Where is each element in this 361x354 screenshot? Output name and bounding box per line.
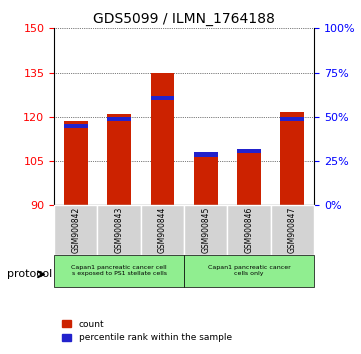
Text: protocol: protocol — [7, 269, 52, 279]
Bar — [107, 117, 131, 121]
Text: GSM900847: GSM900847 — [288, 207, 297, 253]
Bar — [237, 151, 261, 205]
Bar — [280, 113, 304, 205]
Text: Capan1 pancreatic cancer
cells only: Capan1 pancreatic cancer cells only — [208, 266, 291, 276]
Text: Capan1 pancreatic cancer cell
s exposed to PS1 stellate cells: Capan1 pancreatic cancer cell s exposed … — [71, 266, 167, 276]
Text: GSM900844: GSM900844 — [158, 207, 167, 253]
Bar — [107, 114, 131, 205]
FancyBboxPatch shape — [141, 205, 184, 255]
FancyBboxPatch shape — [97, 205, 141, 255]
Bar — [280, 117, 304, 121]
Bar — [194, 152, 218, 156]
Bar — [194, 152, 218, 205]
Bar — [237, 149, 261, 153]
Text: GSM900842: GSM900842 — [71, 207, 80, 253]
FancyBboxPatch shape — [184, 255, 314, 287]
Title: GDS5099 / ILMN_1764188: GDS5099 / ILMN_1764188 — [93, 12, 275, 26]
FancyBboxPatch shape — [54, 205, 97, 255]
Text: GSM900846: GSM900846 — [245, 207, 253, 253]
FancyBboxPatch shape — [184, 205, 227, 255]
Bar — [64, 124, 88, 129]
FancyBboxPatch shape — [271, 205, 314, 255]
Bar — [64, 121, 88, 205]
FancyBboxPatch shape — [54, 255, 184, 287]
Text: GSM900845: GSM900845 — [201, 207, 210, 253]
Legend: count, percentile rank within the sample: count, percentile rank within the sample — [59, 316, 235, 346]
Bar — [151, 73, 174, 205]
Text: GSM900843: GSM900843 — [115, 207, 123, 253]
FancyBboxPatch shape — [227, 205, 271, 255]
Bar — [151, 96, 174, 100]
